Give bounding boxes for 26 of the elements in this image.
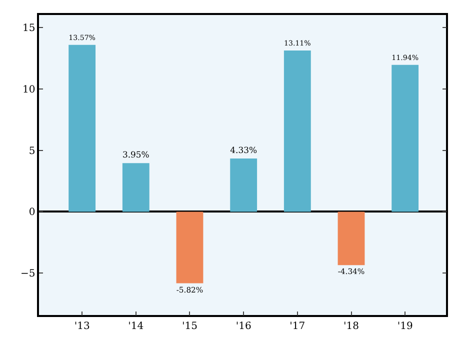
y-tick-label: 15	[22, 22, 36, 34]
bar	[392, 64, 419, 212]
data-label: -4.34%	[338, 267, 365, 276]
x-tick-label: '18	[344, 320, 359, 332]
data-label: 13.57%	[68, 32, 96, 42]
bar	[230, 158, 258, 212]
x-tick-label: '19	[397, 320, 413, 332]
x-tick-label: '15	[182, 320, 198, 332]
x-tick-label: '16	[236, 320, 252, 332]
y-tick-label: −5	[20, 268, 36, 280]
bar	[284, 50, 311, 212]
bar	[176, 212, 204, 284]
x-tick-label: '17	[290, 320, 306, 332]
data-label: -5.82%	[176, 285, 204, 294]
data-label: 13.11%	[284, 38, 312, 48]
y-tick-label: 0	[28, 207, 36, 218]
bar	[68, 44, 96, 212]
y-tick-label: 10	[22, 84, 36, 96]
data-label: 11.94%	[392, 52, 419, 62]
x-tick-label: '14	[128, 320, 144, 332]
data-label: 3.95%	[122, 150, 150, 160]
bar	[338, 212, 365, 266]
y-tick-label: 5	[28, 146, 36, 157]
data-label: 4.33%	[230, 144, 258, 155]
bar	[122, 163, 150, 212]
x-tick-label: '13	[74, 320, 90, 332]
